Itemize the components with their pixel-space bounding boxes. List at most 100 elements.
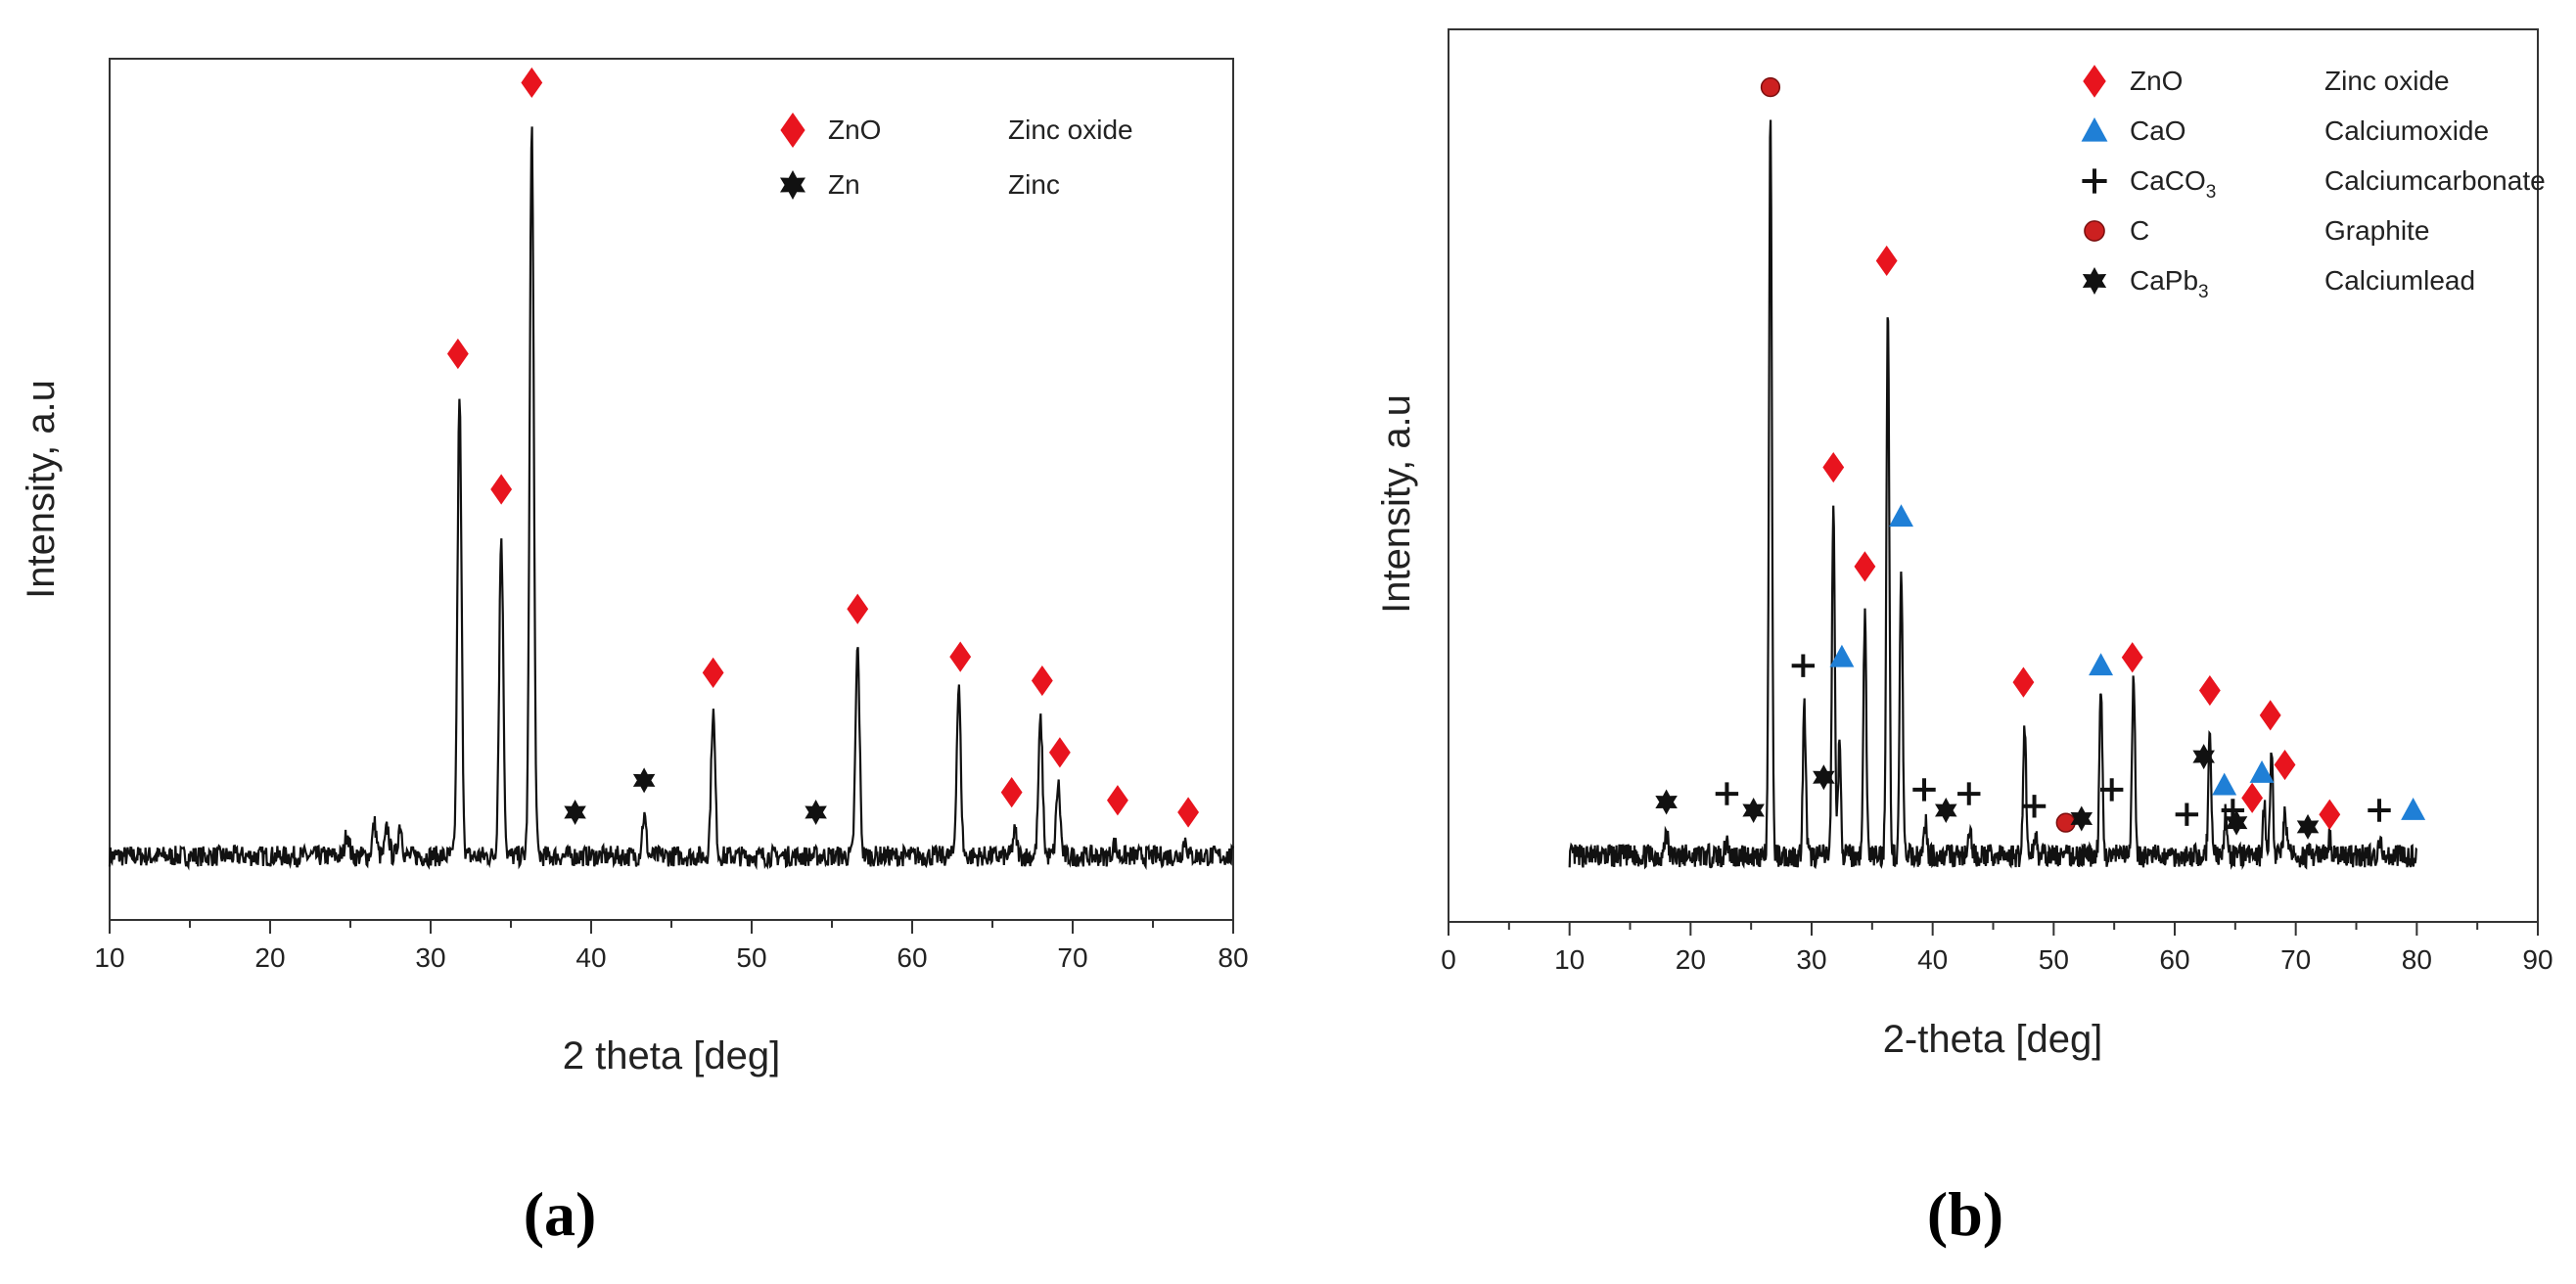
- legend-phase-description: Graphite: [2324, 215, 2429, 246]
- phase-marker-capb3-star: [1935, 798, 1957, 823]
- panel-a-x-ticks: 10 20 30 40 50 60 70 80: [94, 920, 1249, 973]
- x-tick-label: 70: [2280, 944, 2311, 975]
- panel-a-markers: [446, 67, 1199, 828]
- phase-marker-zno-diamond: [1177, 797, 1199, 828]
- legend-phase-description: Calciumcarbonate: [2324, 165, 2546, 196]
- x-tick-label: 40: [1917, 944, 1948, 975]
- panel-a-chart: 10 20 30 40 50 60 70 80 ZnO Zinc oxide Zn Zinc 2 t…: [20, 58, 1249, 1249]
- panel-b-x-ticks: 0 10 20 30 40 50 60 70 80 90: [1441, 922, 2553, 975]
- phase-marker-caco3-plus: [1715, 782, 1739, 805]
- phase-marker-cao-triangle: [2089, 653, 2114, 676]
- legend-diamond-icon: [2083, 65, 2106, 98]
- phase-marker-zno-diamond: [1048, 737, 1071, 768]
- x-tick-label: 60: [2159, 944, 2189, 975]
- phase-marker-zn-star: [564, 800, 586, 825]
- x-tick-label: 80: [2402, 944, 2432, 975]
- legend-phase-formula: CaCO3: [2130, 165, 2216, 203]
- phase-marker-cao-triangle: [2249, 760, 2275, 783]
- legend-phase-formula: ZnO: [2130, 66, 2183, 96]
- phase-marker-capb3-star: [1655, 789, 1678, 815]
- x-tick-label: 50: [2039, 944, 2069, 975]
- legend-phase-formula: C: [2130, 215, 2149, 246]
- phase-marker-zno-diamond: [521, 67, 543, 99]
- legend-phase-formula: ZnO: [828, 115, 881, 145]
- phase-marker-zn-star: [632, 767, 656, 794]
- phase-marker-zno-diamond: [1822, 451, 1845, 483]
- phase-marker-zno-diamond: [1107, 785, 1128, 816]
- legend-star-icon: [780, 170, 805, 200]
- phase-marker-caco3-plus: [1912, 778, 1936, 802]
- phase-marker-zno-diamond: [2198, 674, 2221, 707]
- phase-marker-capb3-star: [2296, 813, 2320, 840]
- legend-phase-formula: CaO: [2130, 115, 2186, 146]
- phase-marker-cao-triangle: [2401, 798, 2426, 820]
- phase-marker-c-circle: [1760, 77, 1781, 98]
- x-tick-label: 90: [2522, 944, 2553, 975]
- phase-marker-zno-diamond: [2121, 642, 2143, 673]
- legend-plus-icon: [2082, 168, 2107, 194]
- phase-marker-capb3-star: [1813, 764, 1835, 791]
- x-tick-label: 80: [1218, 942, 1248, 973]
- legend-phase-formula: CaPb3: [2130, 265, 2209, 302]
- legend-phase-formula: Zn: [828, 169, 860, 200]
- phase-marker-cao-triangle: [1829, 644, 1855, 667]
- x-tick-label: 60: [897, 942, 927, 973]
- x-tick-label: 20: [1676, 944, 1706, 975]
- phase-marker-zno-diamond: [490, 474, 513, 505]
- panel-b-y-axis-title: Intensity, a.u: [1375, 394, 1418, 614]
- phase-marker-zno-diamond: [847, 593, 869, 624]
- phase-marker-capb3-star: [2225, 809, 2248, 836]
- phase-marker-zno-diamond: [949, 641, 972, 672]
- phase-marker-caco3-plus: [1791, 654, 1816, 677]
- phase-marker-zno-diamond: [1000, 777, 1023, 808]
- phase-marker-zno-diamond: [446, 338, 469, 370]
- panel-a-plot-frame: [109, 58, 1234, 921]
- legend-phase-description: Calciumoxide: [2324, 115, 2489, 146]
- phase-marker-capb3-star: [1742, 798, 1765, 823]
- legend-circle-icon: [2084, 220, 2105, 242]
- phase-marker-zno-diamond: [702, 657, 724, 689]
- legend-phase-description: Calciumlead: [2324, 265, 2475, 296]
- phase-marker-zno-diamond: [2319, 799, 2341, 830]
- legend-triangle-icon: [2081, 117, 2108, 142]
- phase-marker-caco3-plus: [2175, 802, 2199, 826]
- phase-marker-zno-diamond: [1854, 551, 1876, 582]
- x-tick-label: 30: [1796, 944, 1826, 975]
- legend-phase-description: Zinc: [1008, 169, 1060, 200]
- panel-a-legend: ZnO Zinc oxide Zn Zinc: [780, 113, 1133, 200]
- x-tick-label: 10: [94, 942, 124, 973]
- panel-b-markers: [1655, 77, 2426, 840]
- panel-a-trace: [108, 126, 1235, 871]
- legend-phase-description: Zinc oxide: [2324, 66, 2450, 96]
- panel-b-label: (b): [1927, 1179, 2003, 1249]
- phase-marker-zno-diamond: [1031, 665, 1053, 697]
- panel-b-x-axis-title: 2-theta [deg]: [1883, 1018, 2103, 1061]
- phase-marker-cao-triangle: [1889, 504, 1913, 527]
- panel-b-legend: ZnO Zinc oxide CaO Calciumoxide CaCO3 Calcium…: [2081, 65, 2546, 302]
- panel-b-chart: 0 10 20 30 40 50 60 70 80 90 ZnO Zinc oxide CaO Calc…: [1375, 28, 2553, 1249]
- x-tick-label: 20: [254, 942, 285, 973]
- x-tick-label: 50: [736, 942, 766, 973]
- phase-marker-caco3-plus: [2368, 799, 2391, 822]
- panel-a-y-axis-title: Intensity, a.u: [20, 380, 63, 599]
- xrd-pattern-line: [1568, 119, 2417, 870]
- x-tick-label: 70: [1057, 942, 1087, 973]
- phase-marker-zno-diamond: [2259, 700, 2281, 731]
- phase-marker-zno-diamond: [1875, 245, 1898, 277]
- phase-marker-caco3-plus: [1957, 782, 1981, 805]
- phase-marker-capb3-star: [2070, 805, 2093, 832]
- panel-b-plot-frame: [1448, 28, 2539, 923]
- phase-marker-zno-diamond: [2241, 782, 2264, 813]
- x-tick-label: 0: [1441, 944, 1456, 975]
- x-tick-label: 30: [415, 942, 445, 973]
- phase-marker-caco3-plus: [2022, 795, 2047, 818]
- phase-marker-cao-triangle: [2212, 772, 2237, 796]
- panel-a-label: (a): [524, 1179, 597, 1249]
- phase-marker-zn-star: [805, 800, 827, 825]
- legend-star-icon: [2082, 267, 2107, 295]
- legend-phase-description: Zinc oxide: [1008, 115, 1133, 145]
- x-tick-label: 10: [1554, 944, 1585, 975]
- xrd-pattern-line: [108, 126, 1235, 871]
- phase-marker-caco3-plus: [2099, 778, 2124, 802]
